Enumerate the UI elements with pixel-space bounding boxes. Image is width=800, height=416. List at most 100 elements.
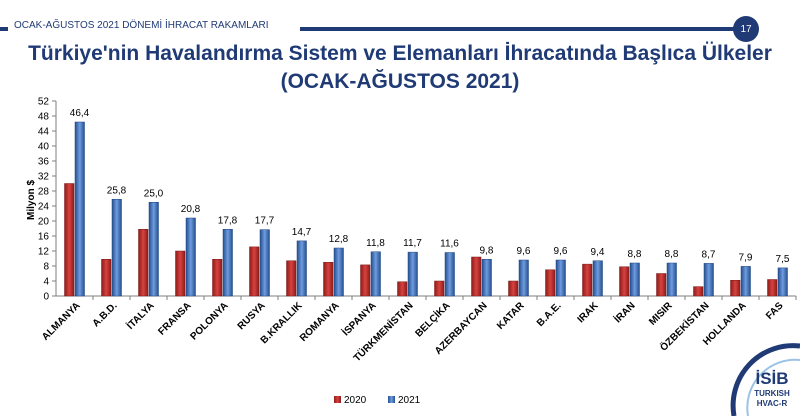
data-label-2021: 12,8 — [329, 234, 349, 245]
chart-subtitle: (OCAK-AĞUSTOS 2021) — [280, 70, 520, 93]
header-right-rule — [300, 27, 742, 31]
bar-2020 — [434, 280, 445, 297]
isib-logo-icon: İSİB TURKISH HVAC-R — [730, 343, 800, 416]
category-label: TÜRKMENİSTAN — [350, 299, 415, 364]
y-tick-label: 24 — [38, 202, 50, 213]
bar-2020 — [323, 262, 334, 297]
bar-2021 — [222, 229, 233, 297]
bar-2021 — [666, 262, 677, 297]
y-tick-label: 52 — [38, 97, 50, 108]
bar-2021 — [74, 121, 85, 297]
data-label-2021: 17,7 — [255, 216, 275, 227]
bar-2020 — [212, 259, 223, 297]
bar-2021 — [481, 259, 492, 297]
data-label-2021: 9,4 — [591, 247, 605, 258]
bar-2020 — [360, 264, 371, 297]
bar-2020 — [730, 280, 741, 297]
category-label: İSPANYA — [339, 299, 378, 338]
chart-legend: 2020 2021 — [334, 395, 421, 406]
category-label: B.A.E. — [535, 300, 564, 329]
y-tick-label: 4 — [43, 277, 49, 288]
category-label: BELÇİKA — [412, 299, 453, 340]
data-label-2021: 7,5 — [776, 254, 790, 265]
data-label-2021: 8,8 — [628, 249, 642, 260]
category-label: ALMANYA — [40, 300, 82, 342]
bar-2020 — [101, 259, 112, 297]
y-tick-label: 12 — [38, 247, 50, 258]
bar-2021 — [555, 259, 566, 297]
y-tick-label: 28 — [38, 187, 50, 198]
category-label: İRAN — [611, 299, 637, 325]
data-label-2021: 9,6 — [554, 246, 568, 257]
header-left-rule — [0, 27, 8, 31]
data-label-2021: 11,8 — [366, 238, 385, 249]
bar-2021 — [629, 262, 640, 297]
category-label: POLONYA — [189, 300, 231, 342]
data-label-2021: 9,8 — [480, 245, 494, 256]
bar-2020 — [545, 269, 556, 297]
data-label-2021: 25,8 — [107, 185, 127, 196]
y-axis-label: Milyon $ — [26, 180, 37, 220]
bar-2020 — [508, 280, 519, 297]
bar-2021 — [444, 252, 455, 297]
y-tick-label: 40 — [38, 142, 50, 153]
bar-2021 — [148, 202, 159, 297]
category-label: A.B.D. — [91, 300, 120, 329]
legend-label-2021: 2021 — [398, 395, 421, 406]
data-label-2021: 9,6 — [517, 246, 531, 257]
bar-2021 — [407, 251, 418, 297]
category-label: MISIR — [647, 300, 675, 328]
bar-2021 — [185, 217, 196, 297]
bar-2021 — [740, 266, 751, 297]
chart-title: Türkiye'nin Havalandırma Sistem ve Elema… — [28, 42, 772, 65]
bar-2021 — [518, 259, 529, 297]
category-label: FRANSA — [156, 300, 193, 337]
category-label: IRAK — [576, 300, 602, 326]
bar-2020 — [138, 229, 149, 297]
y-tick-label: 32 — [38, 172, 50, 183]
data-label-2021: 20,8 — [181, 204, 201, 215]
svg-text:TURKISH: TURKISH — [754, 389, 790, 398]
y-tick-label: 0 — [43, 292, 49, 303]
data-label-2021: 8,7 — [702, 249, 716, 260]
bar-2021 — [370, 251, 381, 297]
bar-2021 — [333, 247, 344, 297]
data-label-2021: 11,7 — [403, 238, 422, 249]
data-label-2021: 7,9 — [739, 252, 753, 263]
bar-2021 — [777, 267, 788, 297]
y-tick-label: 44 — [38, 127, 50, 138]
data-label-2021: 46,4 — [70, 108, 90, 119]
svg-text:HVAC-R: HVAC-R — [757, 399, 788, 408]
page-number-badge: 17 — [733, 16, 759, 42]
legend-label-2020: 2020 — [344, 395, 367, 406]
category-label: İTALYA — [124, 299, 157, 332]
y-tick-label: 48 — [38, 112, 50, 123]
bar-2020 — [619, 266, 630, 297]
y-tick-label: 16 — [38, 232, 50, 243]
bar-2020 — [656, 273, 667, 297]
chart-bars — [64, 121, 788, 297]
data-label-2021: 17,8 — [218, 215, 238, 226]
bar-2021 — [259, 229, 270, 297]
bar-2021 — [111, 199, 122, 297]
bar-2021 — [703, 263, 714, 297]
bar-2020 — [397, 281, 408, 297]
bar-2020 — [693, 286, 704, 297]
y-tick-label: 20 — [38, 217, 50, 228]
category-label: RUSYA — [236, 300, 268, 332]
bar-2020 — [64, 183, 75, 297]
data-label-2021: 14,7 — [292, 227, 312, 238]
bar-2020 — [175, 250, 186, 297]
category-label: FAS — [764, 300, 786, 322]
svg-text:İSİB: İSİB — [755, 369, 788, 388]
data-label-2021: 11,6 — [440, 239, 459, 250]
category-label: ROMANYA — [298, 300, 342, 344]
legend-swatch-2021 — [388, 396, 395, 403]
data-label-2021: 25,0 — [144, 188, 164, 199]
header-label: OCAK-AĞUSTOS 2021 DÖNEMİ İHRACAT RAKAMLA… — [14, 20, 269, 31]
bar-2020 — [471, 256, 482, 297]
bar-2021 — [296, 240, 307, 297]
bar-2021 — [592, 260, 603, 297]
data-label-2021: 8,8 — [665, 249, 679, 260]
